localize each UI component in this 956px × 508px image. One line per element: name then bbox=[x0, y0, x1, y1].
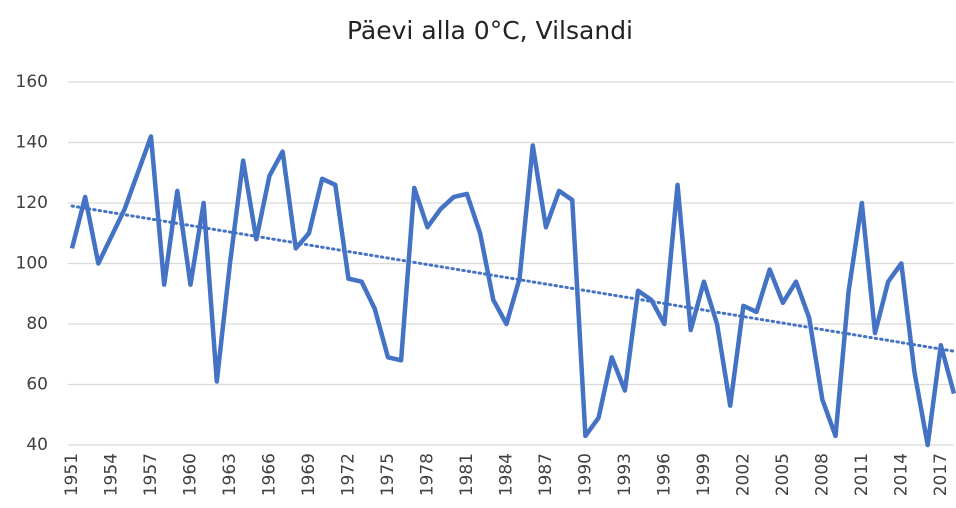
x-tick-label: 1951 bbox=[62, 453, 82, 496]
y-tick-label: 100 bbox=[16, 254, 48, 274]
y-tick-label: 80 bbox=[26, 314, 48, 334]
x-tick-label: 1993 bbox=[615, 453, 635, 496]
x-tick-label: 1960 bbox=[180, 453, 200, 496]
x-tick-label: 1999 bbox=[694, 453, 714, 496]
x-tick-label: 1984 bbox=[496, 453, 516, 496]
x-tick-label: 2005 bbox=[773, 453, 793, 496]
y-tick-label: 160 bbox=[16, 72, 48, 92]
x-tick-label: 1975 bbox=[378, 453, 398, 496]
data-line bbox=[69, 134, 956, 448]
x-tick-label: 1978 bbox=[417, 453, 437, 496]
x-tick-label: 1966 bbox=[259, 453, 279, 496]
x-tick-label: 1987 bbox=[536, 453, 556, 496]
x-tick-label: 1969 bbox=[299, 453, 319, 496]
trend-line bbox=[70, 204, 956, 353]
y-tick-label: 40 bbox=[26, 435, 48, 455]
x-tick-label: 1954 bbox=[101, 453, 121, 496]
x-tick-label: 1990 bbox=[575, 453, 595, 496]
x-tick-label: 2008 bbox=[812, 453, 832, 496]
y-tick-label: 140 bbox=[16, 133, 48, 153]
x-tick-label: 2017 bbox=[931, 453, 951, 496]
x-tick-label: 1996 bbox=[654, 453, 674, 496]
x-tick-label: 1972 bbox=[338, 453, 358, 496]
x-tick-label: 1963 bbox=[220, 453, 240, 496]
y-tick-label: 60 bbox=[26, 375, 48, 395]
x-tick-label: 2014 bbox=[891, 453, 911, 496]
x-tick-label: 1981 bbox=[457, 453, 477, 496]
y-tick-label: 120 bbox=[16, 193, 48, 213]
x-tick-label: 1957 bbox=[141, 453, 161, 496]
chart-title: Päevi alla 0°C, Vilsandi bbox=[347, 16, 633, 45]
x-tick-label: 2011 bbox=[852, 453, 872, 496]
x-tick-label: 2002 bbox=[733, 453, 753, 496]
